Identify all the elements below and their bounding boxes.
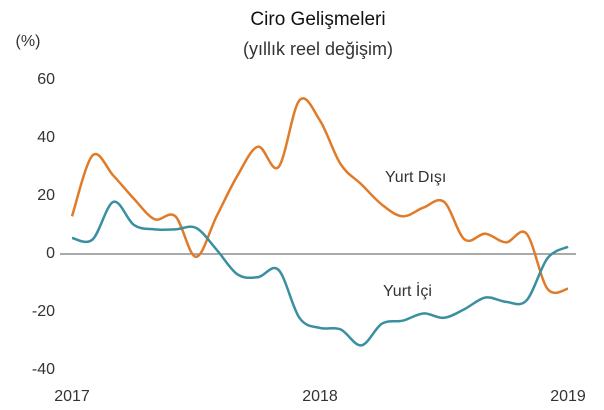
- x-tick-label: 2018: [302, 388, 338, 405]
- y-tick-label: -20: [32, 303, 55, 320]
- series-label: Yurt İçi: [383, 281, 432, 300]
- chart-subtitle: (yıllık reel değişim): [243, 39, 393, 59]
- series-label: Yurt Dışı: [385, 169, 446, 186]
- series-line: [71, 200, 569, 347]
- x-tick-label: 2019: [550, 388, 586, 405]
- y-tick-label: 20: [37, 187, 55, 204]
- y-tick-label: 60: [37, 71, 55, 88]
- y-axis-label: (%): [16, 33, 41, 50]
- series-line: [70, 97, 569, 295]
- y-tick-label: -40: [32, 361, 55, 378]
- y-tick-label: 40: [37, 129, 55, 146]
- y-tick-label: 0: [46, 245, 55, 262]
- x-tick-label: 2017: [54, 388, 90, 405]
- chart-title: Ciro Gelişmeleri: [250, 9, 385, 30]
